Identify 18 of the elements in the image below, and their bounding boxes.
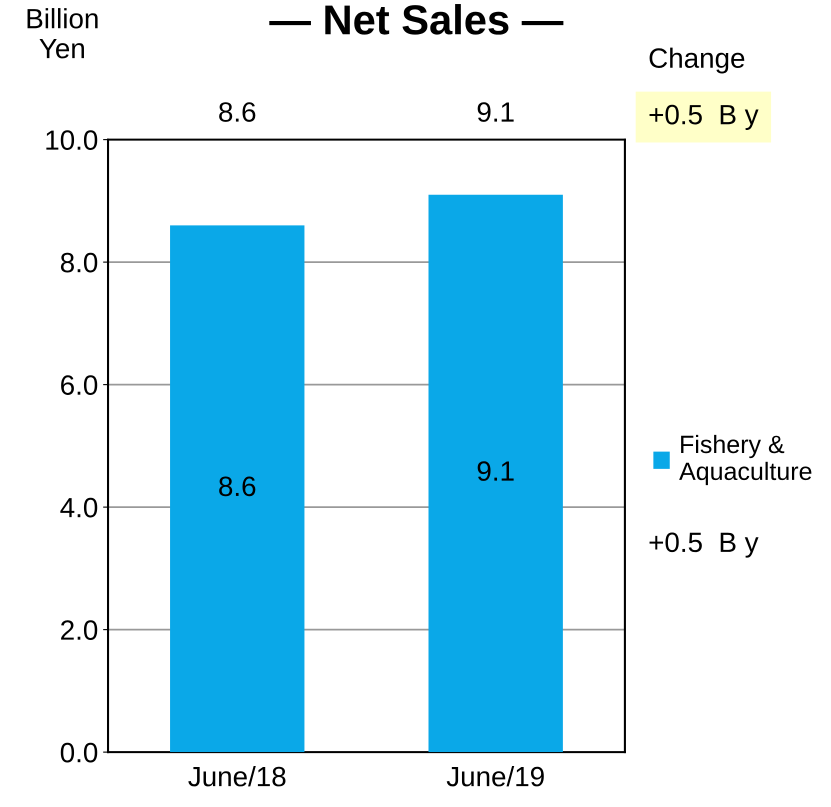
y-tick-label: 6.0 xyxy=(61,375,98,395)
chart-title: — Net Sales — xyxy=(269,4,564,35)
legend-label: Fishery & Aquaculture xyxy=(679,434,812,486)
text: 8.6 xyxy=(219,102,256,122)
y-axis-title: Billion Yen xyxy=(28,8,98,58)
text: +0.5 B y xyxy=(650,532,759,558)
text: +0.5 B y xyxy=(650,104,759,130)
y-tick-label: 2.0 xyxy=(61,620,98,640)
y-tick-label: 4.0 xyxy=(60,498,98,518)
y-tick-label: 10.0 xyxy=(46,130,98,150)
y-tick-label: 8.0 xyxy=(60,252,98,272)
y-tick-label: 0.0 xyxy=(60,742,98,762)
data-label: 9.1 xyxy=(478,461,514,481)
text: Change xyxy=(650,48,744,74)
text: 9.1 xyxy=(478,102,514,122)
x-tick-label: June/18 xyxy=(188,766,286,786)
x-tick-label: June/19 xyxy=(446,766,544,786)
data-label: 8.6 xyxy=(219,476,256,496)
